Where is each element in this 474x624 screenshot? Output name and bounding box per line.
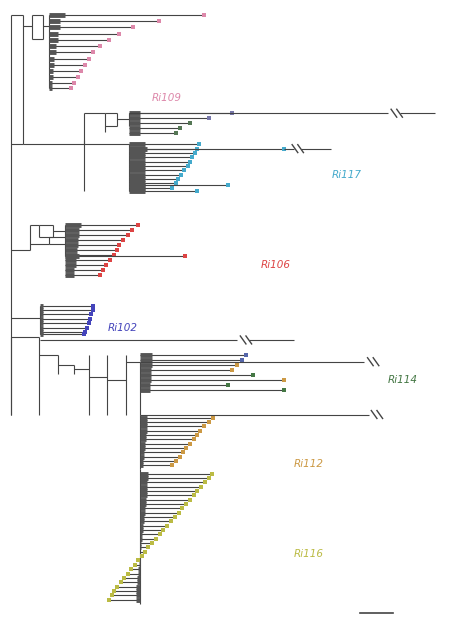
Text: Ri112: Ri112 <box>293 459 324 469</box>
Text: Ri102: Ri102 <box>108 323 137 333</box>
Text: Ri117: Ri117 <box>331 170 361 180</box>
Text: Ri109: Ri109 <box>152 93 182 103</box>
Text: Ri116: Ri116 <box>293 549 324 559</box>
Text: Ri106: Ri106 <box>261 260 291 270</box>
Text: Ri114: Ri114 <box>388 375 418 386</box>
